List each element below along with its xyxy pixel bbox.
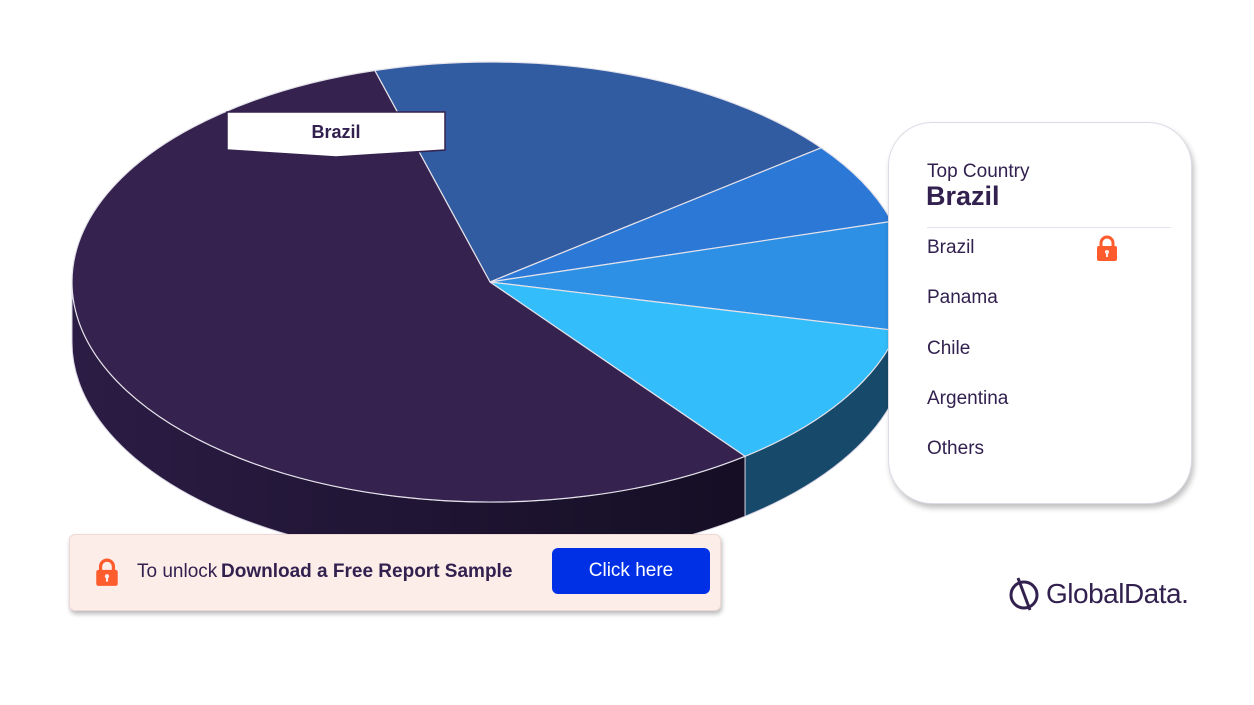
legend-item-others: Others: [927, 438, 985, 459]
callout-label: Brazil: [311, 121, 361, 142]
lock-icon[interactable]: [1095, 235, 1119, 262]
legend-item-brazil: Brazil: [927, 237, 975, 258]
legend-top-country: Brazil: [926, 181, 1000, 211]
globaldata-logo: GlobalData.: [1008, 576, 1189, 612]
unlock-banner: To unlock Download a Free Report Sample …: [69, 534, 721, 611]
callout-box: [226, 111, 446, 158]
legend-heading: Top Country: [927, 161, 1030, 182]
unlock-prefix-text: To unlock: [137, 561, 218, 582]
legend-card: Top Country Brazil Brazil Panama Chile A…: [888, 122, 1192, 504]
lock-icon: [96, 558, 118, 586]
pie-slice-others: [373, 61, 823, 283]
legend-item-chile: Chile: [927, 338, 971, 359]
legend-divider: [927, 227, 1171, 228]
unlock-cta-text: Download a Free Report Sample: [221, 561, 513, 582]
brand-name: GlobalData.: [1046, 578, 1189, 609]
legend-item-argentina: Argentina: [927, 388, 1009, 409]
click-here-button[interactable]: Click here: [552, 548, 710, 594]
globaldata-logo-icon: [1009, 577, 1039, 611]
legend-item-panama: Panama: [927, 287, 998, 308]
pie-slice-brazil: [71, 69, 747, 503]
